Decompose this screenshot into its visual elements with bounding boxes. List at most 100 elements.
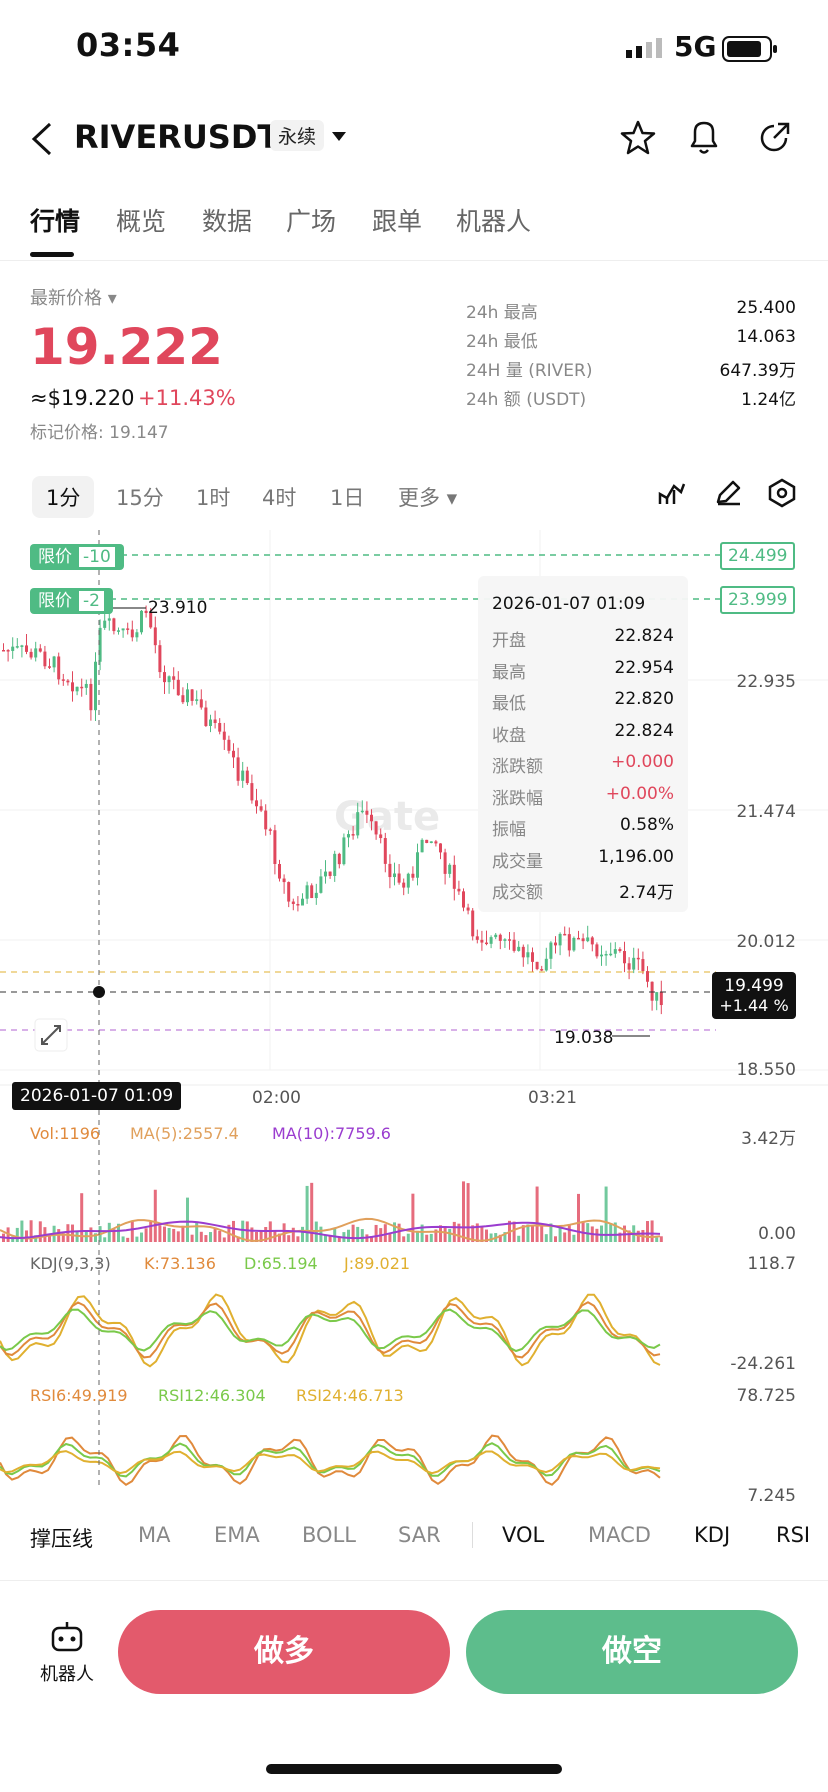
battery-icon (722, 36, 777, 62)
tooltip-key: 收盘 (492, 725, 526, 746)
kdj-max: 118.7 (747, 1254, 796, 1274)
stat-value: 647.39万 (719, 361, 796, 381)
volume-bar (374, 1224, 378, 1242)
candle-body (310, 885, 314, 899)
candle-body (255, 800, 258, 807)
candle-body (107, 618, 111, 621)
volume-bar (310, 1182, 314, 1242)
candle-body (324, 871, 327, 877)
candle-body (236, 757, 240, 781)
tooltip-key: 最高 (492, 662, 526, 683)
back-icon[interactable] (30, 122, 54, 156)
tooltip-value: 22.954 (614, 657, 674, 678)
volume-bar (121, 1236, 125, 1242)
candle-body (172, 676, 176, 680)
volume-bar (259, 1230, 263, 1242)
candle-body (466, 907, 470, 911)
tooltip-value: 22.824 (614, 720, 674, 741)
tooltip-time: 2026-01-07 01:09 (492, 594, 646, 614)
tab-copy-trade[interactable]: 跟单 (372, 207, 423, 236)
tf-more[interactable]: 更多 ▾ (398, 486, 458, 510)
tooltip-key: 振幅 (492, 820, 526, 840)
volume-bar (577, 1193, 580, 1242)
limit-tag-qty: -2 (78, 590, 105, 612)
last-price-label[interactable]: 最新价格 ▾ (30, 288, 117, 309)
volume-bar (278, 1233, 281, 1242)
ind-tab-ema[interactable]: EMA (214, 1523, 260, 1547)
symbol-title[interactable]: RIVERUSDT (74, 118, 280, 156)
tf-1m[interactable]: 1分 (32, 476, 95, 518)
current-change: +1.44 % (719, 996, 789, 1015)
limit-order-tag[interactable]: 限价 -10 (30, 542, 124, 570)
tooltip-row: 成交额 2.74万 (492, 878, 674, 903)
tooltip-value: 22.820 (614, 689, 674, 709)
volume-bar (130, 1221, 134, 1242)
candle-body (457, 888, 461, 892)
long-button[interactable]: 做多 (118, 1610, 450, 1694)
candle-body (623, 951, 626, 964)
candle-body (402, 882, 406, 888)
candle-body (485, 942, 488, 945)
tab-square[interactable]: 广场 (286, 207, 337, 236)
draw-pen-icon[interactable] (714, 480, 742, 506)
volume-bar (305, 1185, 309, 1242)
volume-bar (480, 1227, 484, 1242)
candle-body (337, 853, 341, 865)
tab-data[interactable]: 数据 (202, 207, 253, 236)
candle-body (590, 937, 594, 945)
robot-button[interactable]: 机器人 (30, 1620, 104, 1686)
contract-type-badge[interactable]: 永续 (270, 120, 325, 151)
tab-market[interactable]: 行情 (30, 207, 81, 236)
volume-bar (540, 1223, 544, 1242)
limit-price-box: 23.999 (720, 586, 796, 614)
candle-body (43, 651, 47, 667)
vol-ma5-legend: MA(5):2557.4 (130, 1124, 239, 1143)
tf-4h[interactable]: 4时 (262, 486, 297, 510)
star-icon[interactable] (620, 120, 656, 156)
candle-body (604, 954, 608, 956)
candle-body (429, 841, 433, 843)
volume-bar (176, 1231, 180, 1242)
caret-down-icon[interactable] (332, 132, 346, 142)
candle-body (121, 628, 125, 631)
volume-bar (204, 1235, 208, 1242)
current-price: 19.499 (724, 976, 784, 996)
ind-tab-kdj[interactable]: KDJ (694, 1523, 731, 1547)
candle-body (613, 949, 617, 954)
ind-tab-sar[interactable]: SAR (398, 1523, 441, 1547)
indicator-icon[interactable] (658, 480, 686, 506)
ind-tab-macd[interactable]: MACD (588, 1523, 651, 1547)
tab-robot[interactable]: 机器人 (456, 207, 532, 236)
ind-tab-ma[interactable]: MA (138, 1523, 171, 1547)
short-button[interactable]: 做空 (466, 1610, 798, 1694)
expand-icon[interactable] (34, 1018, 68, 1052)
kline-chart[interactable]: Gate (0, 530, 828, 1490)
bell-icon[interactable] (686, 118, 722, 156)
volume-bar (554, 1236, 557, 1242)
share-icon[interactable] (756, 120, 792, 156)
kdj-d-legend: D:65.194 (244, 1254, 318, 1273)
limit-order-tag[interactable]: 限价 -2 (30, 586, 113, 614)
candle-body (66, 680, 70, 683)
network-label: 5G (674, 30, 717, 63)
tooltip-key: 涨跌额 (492, 757, 543, 777)
ind-tab-rsi[interactable]: RSI (776, 1523, 811, 1547)
candle-body (84, 683, 88, 688)
x-axis-label: 03:21 (528, 1088, 577, 1108)
ind-tab-vol[interactable]: VOL (502, 1523, 545, 1547)
tooltip-key: 成交额 (492, 883, 543, 903)
volume-bar (526, 1224, 530, 1242)
candle-body (448, 864, 452, 874)
volume-bar (347, 1229, 350, 1242)
tab-overview[interactable]: 概览 (116, 207, 167, 236)
settings-hexagon-icon[interactable] (768, 478, 796, 508)
candle-body (462, 891, 465, 908)
ind-tab-support[interactable]: 撑压线 (30, 1527, 93, 1551)
tf-15m[interactable]: 15分 (116, 486, 164, 510)
candle-body (393, 873, 396, 878)
tf-1d[interactable]: 1日 (330, 486, 365, 510)
ind-tab-boll[interactable]: BOLL (302, 1523, 356, 1547)
candle-body (75, 686, 79, 692)
tf-1h[interactable]: 1时 (196, 486, 231, 510)
candle-body (508, 939, 511, 941)
